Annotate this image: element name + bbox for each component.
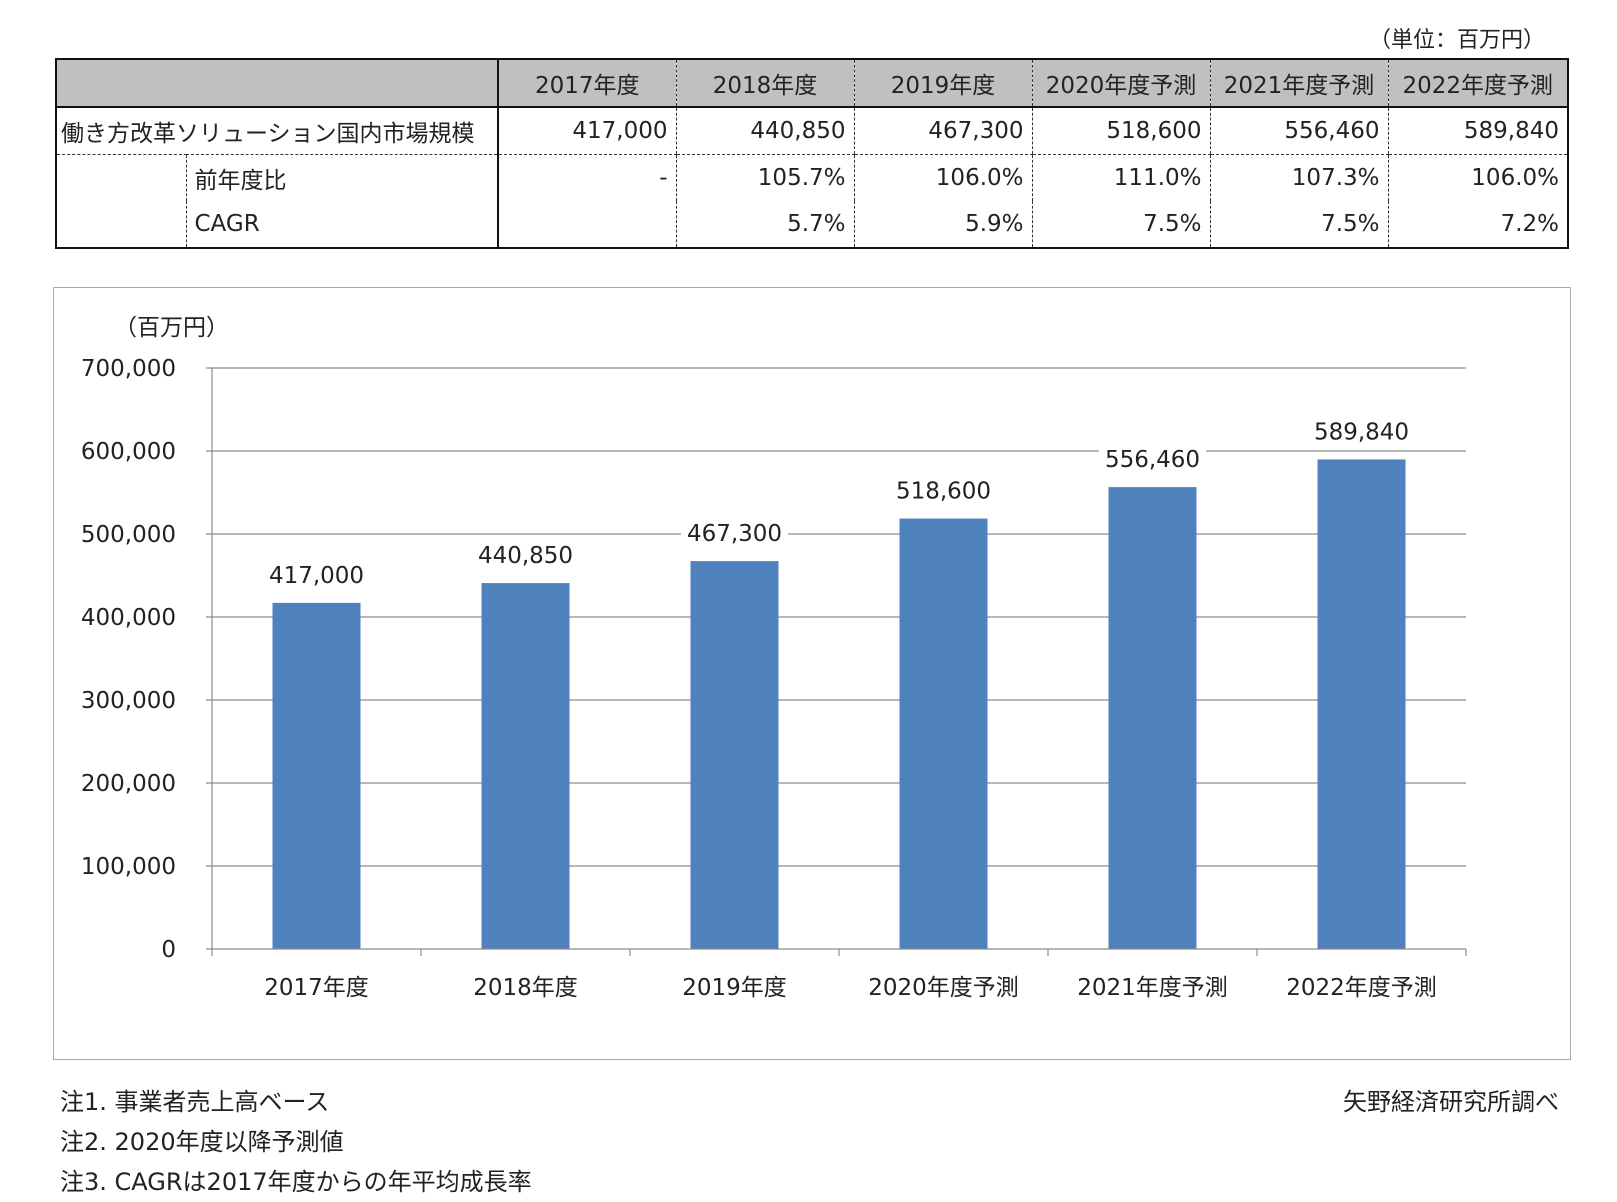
x-tick-label: 2017年度 [264, 975, 369, 1001]
header-year: 2019年度 [853, 59, 1032, 108]
header-year: 2018年度 [675, 59, 854, 108]
header-year: 2020年度予測 [1031, 59, 1210, 108]
data-label: 589,840 [1314, 419, 1409, 445]
header-year: 2021年度予測 [1209, 59, 1388, 108]
indent-cell [56, 155, 186, 202]
data-label: 417,000 [269, 563, 364, 589]
bar [690, 561, 779, 949]
y-axis-unit-label: （百万円） [114, 315, 229, 341]
data-label: 518,600 [896, 479, 991, 505]
x-tick-label: 2021年度予測 [1077, 975, 1228, 1001]
cagr-value-cell: 7.5% [1031, 201, 1210, 248]
x-tick-label: 2022年度予測 [1286, 975, 1437, 1001]
table-row-market: 働き方改革ソリューション国内市場規模 417,000 440,850 467,3… [56, 107, 1568, 155]
data-label-background [262, 560, 371, 591]
bar-chart: （百万円） 0 100,000 200,000 300,000 400,000 500,0… [81, 315, 1467, 1001]
data-label-background [889, 476, 998, 507]
unit-note: （単位：百万円） [1368, 28, 1545, 53]
y-tick-label: 100,000 [81, 854, 176, 880]
note-line: 注1. 事業者売上高ベース [60, 1088, 330, 1116]
market-row-label: 働き方改革ソリューション国内市場規模 [56, 107, 499, 155]
data-label-background [1098, 445, 1207, 476]
chart-frame: （百万円） 0 100,000 200,000 300,000 400,000 500,0… [53, 287, 1571, 1060]
market-value-cell: 467,300 [853, 107, 1032, 155]
table-row-yoy: 前年度比 - 105.7% 106.0% 111.0% 107.3% 106.0… [56, 154, 1568, 202]
yoy-value-cell: 106.0% [1387, 154, 1568, 201]
bar [272, 602, 361, 949]
cagr-value-cell: 5.9% [853, 201, 1032, 248]
notes: 注1. 事業者売上高ベース 注2. 2020年度以降予測値 注3. CAGRは2… [60, 1082, 532, 1202]
indent-cell [56, 201, 186, 248]
y-tick-label: 500,000 [81, 522, 176, 548]
yoy-value-cell: - [497, 154, 676, 201]
cagr-value-cell [497, 201, 676, 248]
cagr-row-label: CAGR [185, 201, 499, 248]
y-tick-label: 400,000 [81, 605, 176, 631]
source-credit: 矢野経済研究所調べ [1343, 1088, 1559, 1116]
y-tick-label: 200,000 [81, 771, 176, 797]
header-blank-cell [56, 59, 499, 108]
y-tick-label: 600,000 [81, 439, 176, 465]
y-tick-label: 700,000 [81, 356, 176, 382]
cagr-value-cell: 7.5% [1209, 201, 1388, 248]
x-tick-label: 2018年度 [473, 975, 578, 1001]
x-tick-label: 2019年度 [682, 975, 787, 1001]
market-value-cell: 440,850 [675, 107, 854, 155]
data-label-background [680, 519, 789, 550]
table-row-cagr: CAGR 5.7% 5.9% 7.5% 7.5% 7.2% [56, 201, 1568, 248]
data-label: 556,460 [1105, 447, 1200, 473]
market-value-cell: 589,840 [1387, 107, 1568, 155]
y-tick-label: 0 [161, 937, 176, 963]
header-year: 2017年度 [497, 59, 676, 108]
bar [1317, 459, 1406, 949]
cagr-value-cell: 5.7% [675, 201, 854, 248]
yoy-value-cell: 106.0% [853, 154, 1032, 201]
y-tick-label: 300,000 [81, 688, 176, 714]
market-size-table: 2017年度 2018年度 2019年度 2020年度予測 2021年度予測 2… [55, 58, 1569, 249]
data-label-background [1307, 417, 1416, 448]
header-year: 2022年度予測 [1387, 59, 1568, 108]
bar [899, 518, 988, 949]
table-header-row: 2017年度 2018年度 2019年度 2020年度予測 2021年度予測 2… [56, 59, 1568, 108]
yoy-value-cell: 107.3% [1209, 154, 1388, 201]
bar [481, 583, 570, 949]
yoy-row-label: 前年度比 [185, 154, 499, 201]
market-value-cell: 556,460 [1209, 107, 1388, 155]
cagr-value-cell: 7.2% [1387, 201, 1568, 248]
yoy-value-cell: 111.0% [1031, 154, 1210, 201]
note-line: 注2. 2020年度以降予測値 [60, 1128, 344, 1156]
x-tick-label: 2020年度予測 [868, 975, 1019, 1001]
data-label-background [471, 541, 580, 572]
data-label: 467,300 [687, 521, 782, 547]
market-value-cell: 518,600 [1031, 107, 1210, 155]
market-value-cell: 417,000 [497, 107, 676, 155]
note-line: 注3. CAGRは2017年度からの年平均成長率 [60, 1168, 532, 1196]
yoy-value-cell: 105.7% [675, 154, 854, 201]
data-label: 440,850 [478, 543, 573, 569]
bar [1108, 487, 1197, 949]
